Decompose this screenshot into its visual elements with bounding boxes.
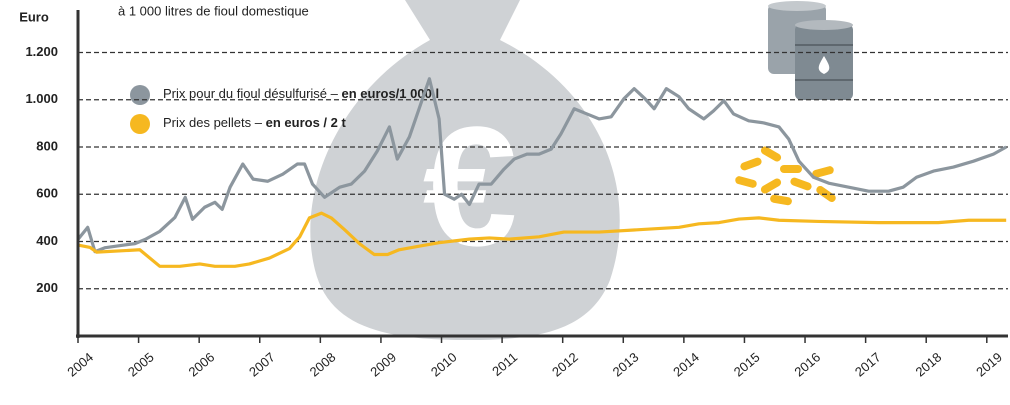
chart: € à 1 000 litres de fioul domestique Eur… <box>0 0 1010 405</box>
y-tick-label: 400 <box>36 233 58 248</box>
x-tick-label: 2011 <box>489 349 520 378</box>
y-axis-label: Euro <box>19 9 49 24</box>
x-tick-label: 2005 <box>125 349 157 379</box>
x-tick-label: 2009 <box>367 349 399 379</box>
x-tick-label: 2004 <box>64 349 96 379</box>
legend-marker <box>130 114 150 134</box>
legend-label: Prix pour du fioul désulfurisé – en euro… <box>163 86 439 101</box>
y-tick-label: 800 <box>36 138 58 153</box>
legend-label: Prix des pellets – en euros / 2 t <box>163 115 346 130</box>
x-tick-label: 2017 <box>852 349 884 379</box>
x-tick-label: 2012 <box>549 349 581 379</box>
legend-name: Prix des pellets – <box>163 115 263 130</box>
y-tick-label: 1.200 <box>25 44 58 59</box>
y-tick-label: 600 <box>36 186 58 201</box>
y-tick-label: 200 <box>36 280 58 295</box>
x-tick-label: 2013 <box>610 349 642 379</box>
x-tick-label: 2008 <box>307 349 339 379</box>
x-tick-label: 2007 <box>246 349 278 379</box>
x-tick-label: 2006 <box>186 349 218 379</box>
pellets-illustration <box>734 145 837 206</box>
legend-unit: en euros / 2 t <box>266 115 347 130</box>
x-tick-label: 2010 <box>428 349 460 379</box>
x-tick-label: 2018 <box>913 349 945 379</box>
y-tick-label: 1.000 <box>25 91 58 106</box>
x-tick-label: 2014 <box>670 349 702 379</box>
x-tick-label: 2019 <box>973 349 1005 379</box>
legend-marker <box>130 85 150 105</box>
x-tick-label: 2015 <box>731 349 763 379</box>
x-tick-label: 2016 <box>791 349 823 379</box>
subtitle: à 1 000 litres de fioul domestique <box>118 3 309 18</box>
barrels-illustration <box>768 1 853 100</box>
euro-symbol: € <box>423 92 518 282</box>
